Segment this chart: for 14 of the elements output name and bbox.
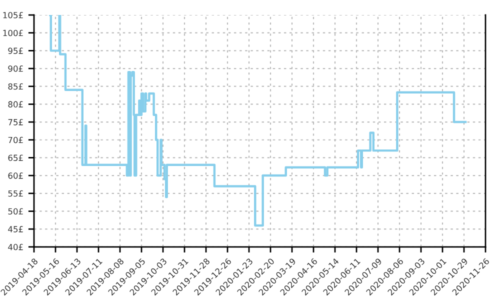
y-tick-label: 90£ [8,65,23,72]
y-tick-label: 105£ [3,12,23,18]
y-tick-label: 45£ [8,226,23,232]
y-tick-label: 70£ [8,136,23,144]
y-tick-label: 60£ [8,172,23,179]
y-tick-label: 95£ [8,48,23,54]
y-tick-label: 65£ [8,154,23,161]
y-tick-label: 55£ [8,190,23,197]
y-tick-label: 80£ [8,101,23,108]
y-tick-label: 40£ [8,244,23,250]
y-tick-label: 50£ [8,208,23,215]
y-tick-label: 75£ [8,119,23,126]
y-tick-label: 85£ [8,83,23,90]
y-tick-label: 100£ [3,30,23,36]
